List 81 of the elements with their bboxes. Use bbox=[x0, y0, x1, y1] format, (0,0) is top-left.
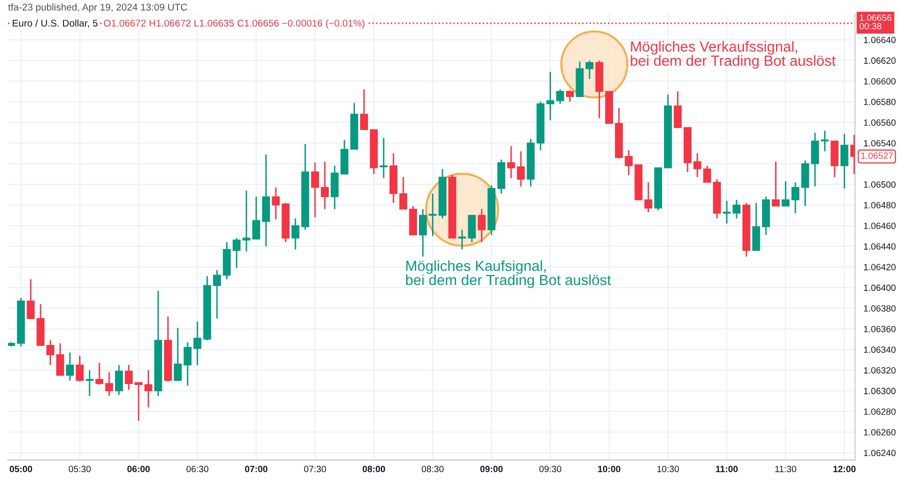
candlestick bbox=[252, 196, 260, 240]
x-tick-label: 09:00 bbox=[480, 466, 503, 472]
text: 1.06527 bbox=[861, 152, 893, 159]
candlestick bbox=[624, 150, 633, 176]
candlestick bbox=[507, 145, 516, 179]
candlestick bbox=[184, 342, 192, 386]
candlestick bbox=[193, 320, 202, 366]
y-tick-label: 1.06540 bbox=[864, 140, 896, 146]
y-tick-label: 1.06420 bbox=[864, 264, 896, 270]
y-tick-label: 1.06260 bbox=[864, 429, 896, 436]
x-tick-label: 12:00 bbox=[833, 466, 856, 472]
y-tick-label: 1.06280 bbox=[864, 408, 896, 415]
x-tick-label: 05:00 bbox=[10, 466, 32, 472]
candlestick bbox=[291, 218, 300, 250]
x-tick-label: 06:00 bbox=[127, 466, 150, 472]
candlestick bbox=[732, 199, 741, 220]
candlestick bbox=[478, 208, 486, 243]
candlestick bbox=[26, 278, 35, 320]
candlestick bbox=[516, 150, 525, 188]
annotation: Mögliches Verkaufssignal, bei dem der Trading Bot auslöst bbox=[630, 41, 836, 69]
y-tick-label: 1.06460 bbox=[864, 222, 896, 230]
x-tick-label: 07:30 bbox=[304, 466, 326, 472]
ref-line-label: 1.06656 00:38 bbox=[860, 14, 892, 30]
candlestick bbox=[644, 182, 652, 213]
y-tick-label: 1.06360 bbox=[864, 326, 896, 332]
y-tick-label: 1.06560 bbox=[864, 119, 896, 126]
y-tick-label: 1.06640 bbox=[864, 36, 896, 44]
y-tick-label: 1.06480 bbox=[864, 202, 896, 208]
candlestick bbox=[566, 90, 574, 102]
y-tick-label: 1.06620 bbox=[864, 57, 896, 64]
y-tick-label: 1.06600 bbox=[864, 78, 896, 84]
text: tfa-23 published, Apr 19, 2024 13:09 UTC bbox=[8, 3, 188, 13]
candlestick bbox=[86, 369, 94, 397]
candlestick bbox=[820, 130, 829, 152]
candlestick bbox=[468, 214, 476, 243]
candlestick bbox=[811, 132, 819, 188]
y-tick-label: 1.06240 bbox=[864, 450, 896, 456]
y-tick-label: 1.06400 bbox=[864, 284, 896, 291]
candlestick bbox=[791, 182, 800, 214]
candlestick bbox=[213, 269, 221, 320]
x-tick-label: 08:00 bbox=[362, 466, 386, 472]
chart-title: Euro / U.S. Dollar, 5 bbox=[12, 19, 98, 28]
y-tick-label: 1.06380 bbox=[864, 305, 896, 312]
candlestick bbox=[840, 133, 848, 190]
candlestick bbox=[66, 352, 74, 382]
x-tick-label: 10:30 bbox=[657, 466, 679, 472]
candlestick bbox=[399, 176, 408, 210]
y-tick-label: 1.06500 bbox=[864, 181, 896, 188]
candlestick bbox=[330, 165, 339, 210]
x-tick-label: 11:00 bbox=[716, 466, 738, 472]
annotation: Mögliches Kaufsignal, bei dem der Trading Bot auslöst bbox=[406, 260, 611, 288]
candlestick bbox=[174, 327, 182, 382]
candlestick bbox=[115, 364, 123, 396]
candlestick bbox=[586, 60, 594, 80]
y-tick-label: 1.06340 bbox=[864, 346, 896, 353]
x-tick-label: 08:30 bbox=[422, 466, 444, 472]
y-tick-label: 1.06320 bbox=[864, 367, 896, 374]
y-tick-label: 1.06440 bbox=[864, 243, 896, 250]
candlestick bbox=[458, 229, 466, 250]
candlestick bbox=[320, 160, 329, 210]
y-tick-label: 1.06300 bbox=[864, 388, 896, 394]
candlestick bbox=[134, 382, 143, 422]
candlestick bbox=[242, 190, 250, 252]
candlestick bbox=[76, 355, 84, 382]
candlestick bbox=[144, 369, 152, 408]
y-tick-label: 1.06580 bbox=[864, 98, 896, 106]
candlestick bbox=[360, 88, 368, 130]
x-tick-label: 06:30 bbox=[186, 466, 208, 472]
x-tick-label: 11:30 bbox=[775, 466, 796, 472]
x-tick-label: 07:00 bbox=[245, 466, 268, 472]
x-tick-label: 09:30 bbox=[539, 466, 562, 472]
candlestick bbox=[124, 364, 133, 390]
candlestick bbox=[801, 160, 810, 207]
x-tick-label: 10:00 bbox=[598, 466, 620, 472]
candlestick bbox=[311, 162, 319, 218]
candlestick bbox=[674, 90, 682, 128]
candlestick bbox=[772, 160, 780, 207]
candlestick bbox=[782, 180, 790, 207]
candlestick bbox=[752, 202, 760, 252]
text: O1.06672 H1.06672 L1.06635 C1.06656 −0.00016 (−0.01%) bbox=[104, 19, 364, 29]
x-tick-label: 05:30 bbox=[68, 466, 91, 472]
